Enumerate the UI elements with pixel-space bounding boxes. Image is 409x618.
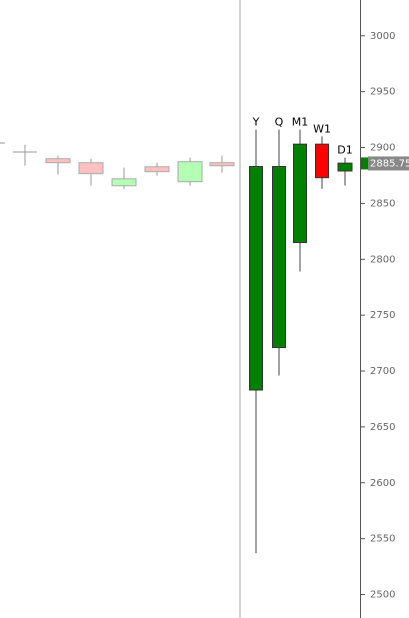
candle-body	[45, 158, 71, 164]
candle-body	[293, 143, 307, 244]
candle-label: W1	[313, 122, 331, 135]
candle-label: D1	[337, 144, 352, 157]
candle-body	[177, 161, 203, 183]
last-price-marker	[361, 157, 368, 170]
y-tick-label: 2800	[370, 254, 395, 265]
candle-body	[337, 162, 353, 172]
y-tick-label: 3000	[370, 31, 395, 42]
candle-body	[111, 178, 137, 187]
y-tick-label: 2600	[370, 478, 395, 489]
candle-body	[272, 166, 286, 349]
y-tick-label: 2900	[370, 143, 395, 154]
candle-label: Y	[252, 116, 260, 129]
candle-body	[144, 166, 170, 173]
last-price-box	[368, 156, 409, 171]
candle-body	[315, 143, 329, 179]
y-tick-label: 2700	[370, 366, 395, 377]
candle-body	[78, 162, 104, 175]
y-tick-label: 2500	[370, 590, 395, 601]
y-tick-label: 2950	[370, 87, 395, 98]
candle-label: Q	[275, 116, 284, 129]
candle-label: M1	[292, 116, 309, 129]
y-tick-label: 2850	[370, 198, 395, 209]
candle-body	[249, 166, 263, 391]
last-price-label: 2885.75	[370, 158, 409, 169]
y-tick-label: 2550	[370, 534, 395, 545]
candle-body	[209, 162, 235, 167]
y-tick-label: 2650	[370, 422, 395, 433]
y-tick-label: 2750	[370, 310, 395, 321]
